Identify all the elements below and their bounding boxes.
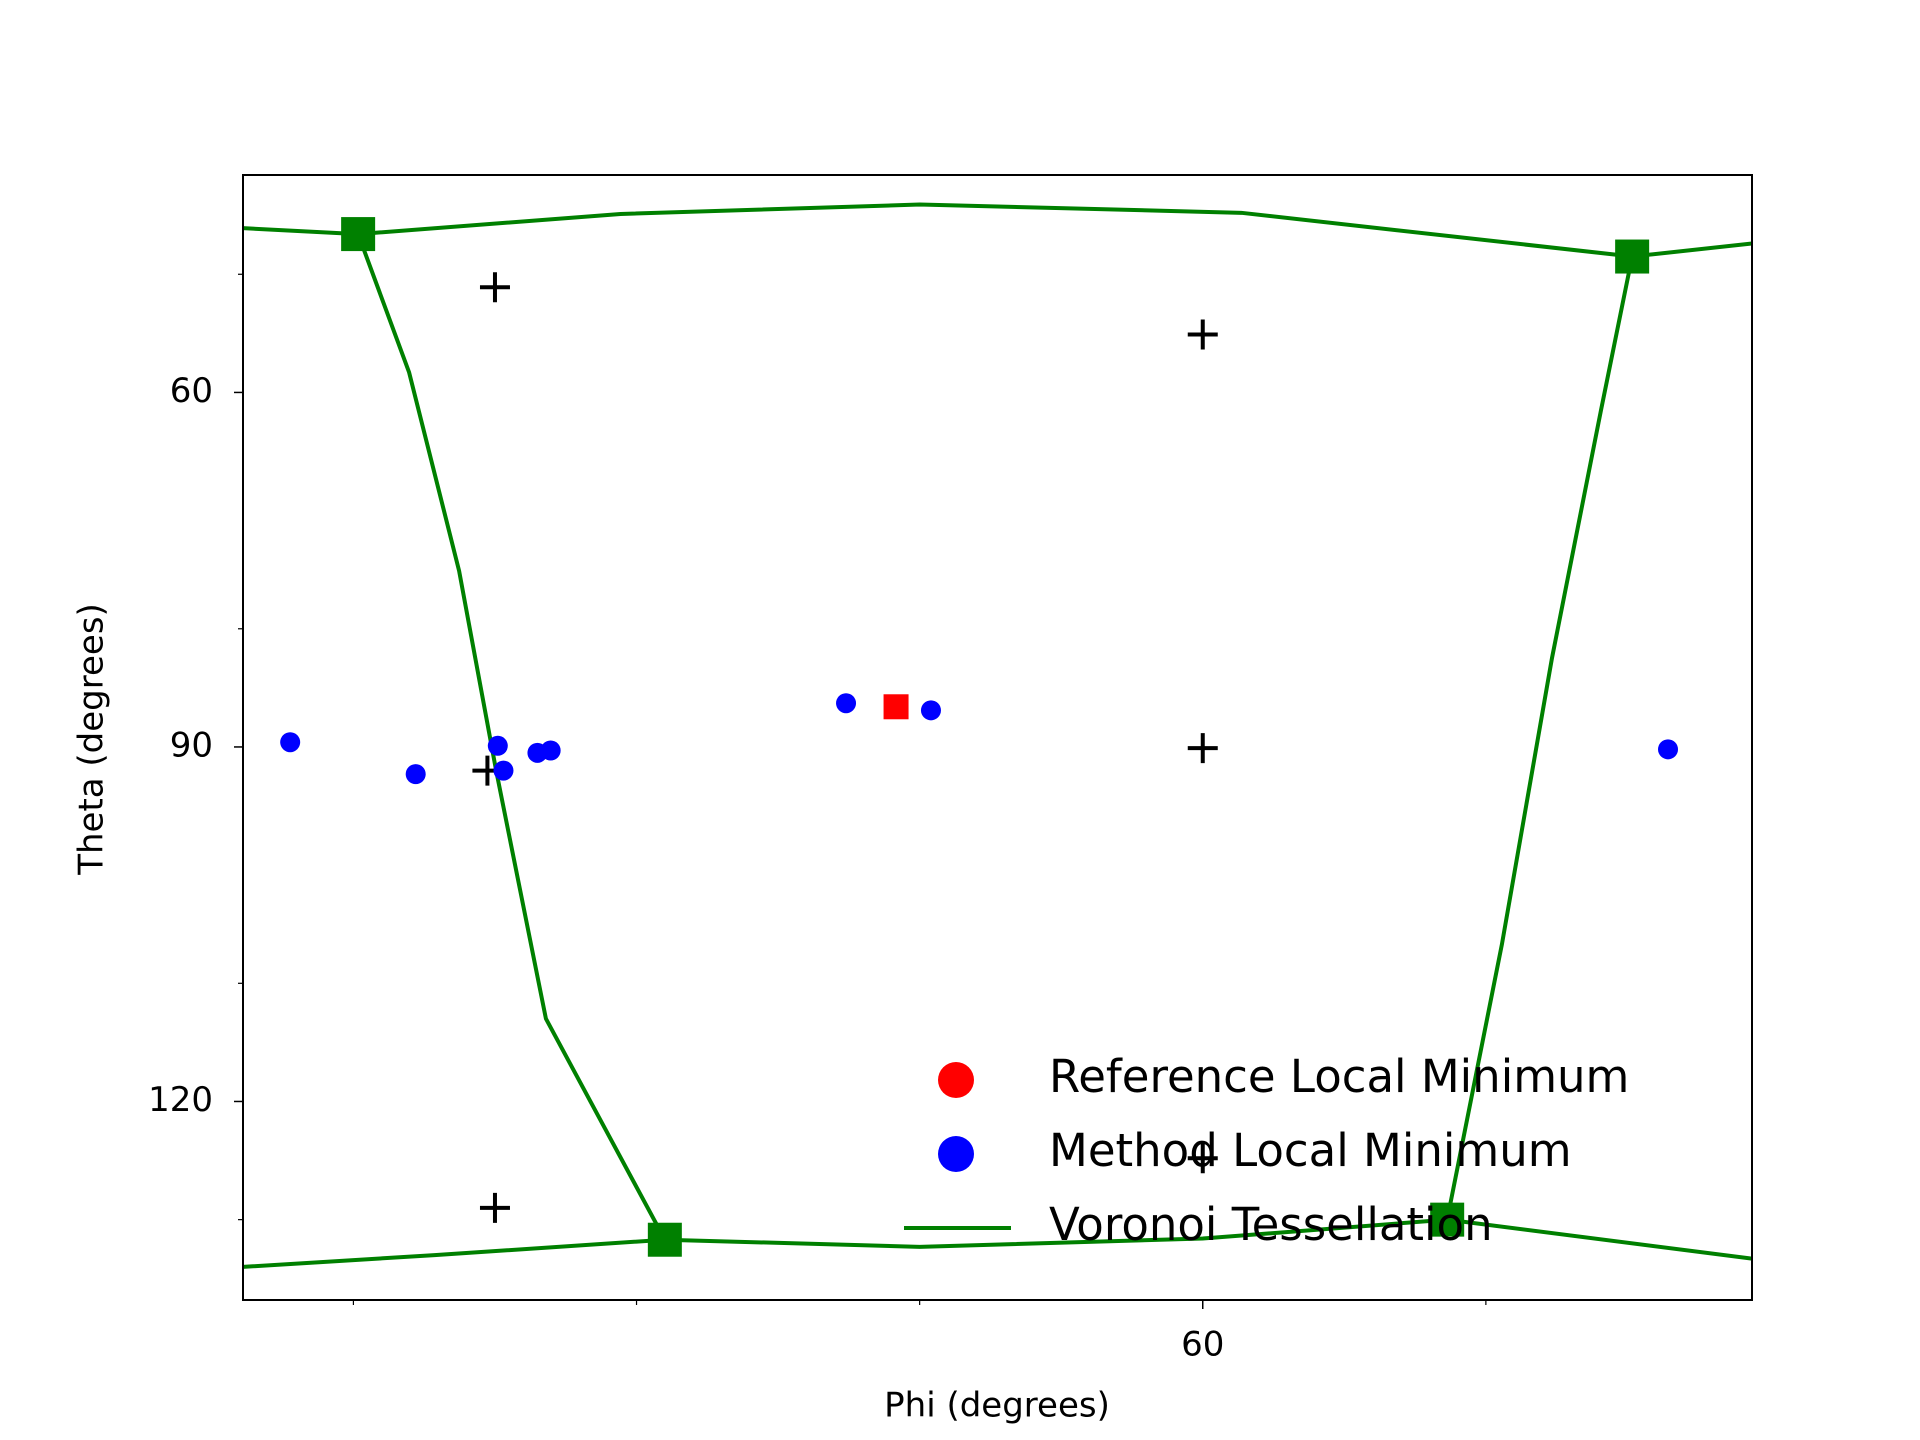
plot-area	[243, 202, 1752, 1269]
plus-marker	[1187, 1143, 1218, 1174]
y-tick-label: 120	[148, 1080, 213, 1120]
point	[836, 693, 857, 714]
legend-label: Reference Local Minimum	[1049, 1050, 1629, 1103]
y-tick-label: 90	[170, 725, 213, 765]
point	[280, 732, 301, 753]
legend-label: Method Local Minimum	[1049, 1124, 1572, 1177]
point	[920, 700, 941, 721]
plus-marker	[1187, 319, 1218, 350]
plus-marker	[1187, 733, 1218, 764]
point	[540, 740, 561, 761]
square-marker	[647, 1222, 682, 1257]
square-marker	[883, 694, 909, 720]
legend-marker	[938, 1062, 974, 1098]
point	[1658, 739, 1679, 760]
legend-marker	[938, 1136, 974, 1172]
square-marker	[341, 217, 376, 252]
point	[493, 760, 514, 781]
y-tick-label: 60	[170, 371, 213, 411]
axes-frame	[242, 174, 1753, 1301]
x-axis-label: Phi (degrees)	[884, 1386, 1110, 1426]
square-marker	[1615, 239, 1650, 274]
voronoi-line	[243, 202, 1752, 1269]
point	[405, 764, 426, 785]
legend-label: Voronoi Tessellation	[1049, 1198, 1493, 1251]
y-axis-label: Theta (degrees)	[72, 603, 112, 876]
x-tick-label: 60	[1181, 1325, 1224, 1365]
plus-marker	[479, 1192, 510, 1223]
plus-marker	[479, 272, 510, 303]
point	[487, 735, 508, 756]
square-marker	[1430, 1202, 1465, 1237]
